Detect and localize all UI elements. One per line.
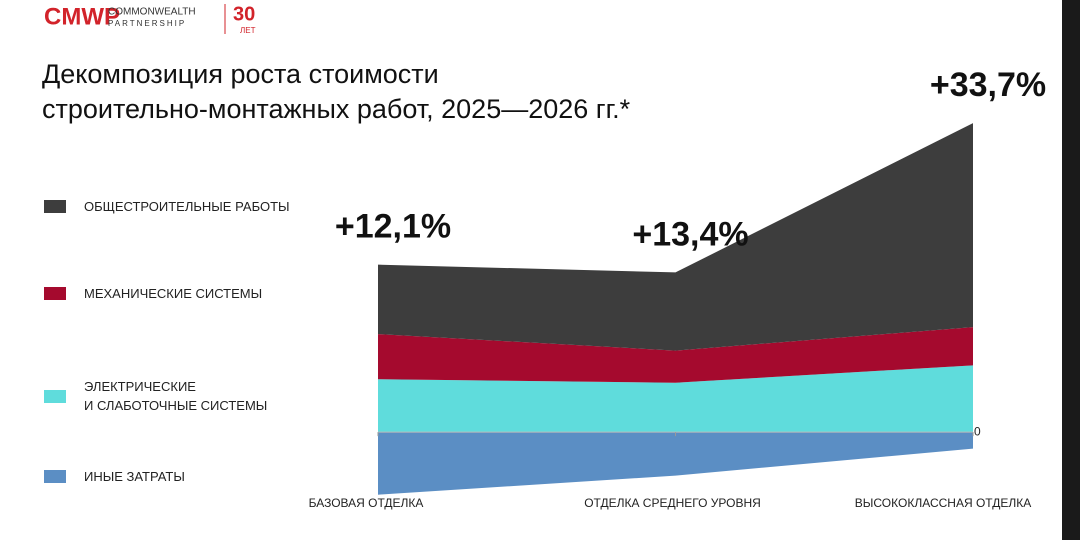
area — [378, 365, 973, 433]
y-tick-label: 0 — [974, 424, 981, 438]
edge-bar — [1062, 0, 1080, 540]
legend-label: ОБЩЕСТРОИТЕЛЬНЫЕ РАБОТЫ — [84, 199, 290, 214]
total-annotation: +12,1% — [335, 208, 451, 246]
total-annotation: +13,4% — [632, 215, 748, 253]
legend-label: ИНЫЕ ЗАТРАТЫ — [84, 469, 185, 484]
area — [378, 123, 973, 351]
logo: CMWP — [44, 3, 120, 30]
chart-title: Декомпозиция роста стоимости — [42, 59, 439, 89]
legend-label: ЭЛЕКТРИЧЕСКИЕ И СЛАБОТОЧНЫЕ СИСТЕМЫ — [84, 379, 268, 413]
legend-item: ОБЩЕСТРОИТЕЛЬНЫЕ РАБОТЫ — [44, 197, 290, 216]
years: 30 — [233, 3, 255, 25]
x-tick-label: БАЗОВАЯ ОТДЕЛКА — [309, 496, 424, 510]
legend-item: ИНЫЕ ЗАТРАТЫ — [44, 467, 185, 486]
company-name: COMMONWEALTH — [108, 7, 196, 18]
x-tick-label: ОТДЕЛКА СРЕДНЕГО УРОВНЯ — [584, 496, 761, 510]
years-unit: ЛЕТ — [240, 26, 256, 35]
legend-label: МЕХАНИЧЕСКИЕ СИСТЕМЫ — [84, 286, 263, 301]
chart-title: строительно-монтажных работ, 2025—2026 г… — [42, 94, 631, 124]
legend-item: МЕХАНИЧЕСКИЕ СИСТЕМЫ — [44, 284, 262, 303]
legend-item: ЭЛЕКТРИЧЕСКИЕ И СЛАБОТОЧНЫЕ СИСТЕМЫ — [44, 377, 267, 415]
legend-swatch — [44, 389, 66, 403]
total-annotation: +33,7% — [930, 66, 1046, 104]
x-tick-label: ВЫСОКОКЛАССНАЯ ОТДЕЛКА — [855, 496, 1031, 510]
area — [378, 432, 973, 495]
legend-swatch — [44, 200, 66, 213]
legend-swatch — [44, 470, 66, 483]
company-name: PARTNERSHIP — [108, 19, 186, 28]
legend-swatch — [44, 287, 66, 300]
area — [378, 327, 973, 383]
